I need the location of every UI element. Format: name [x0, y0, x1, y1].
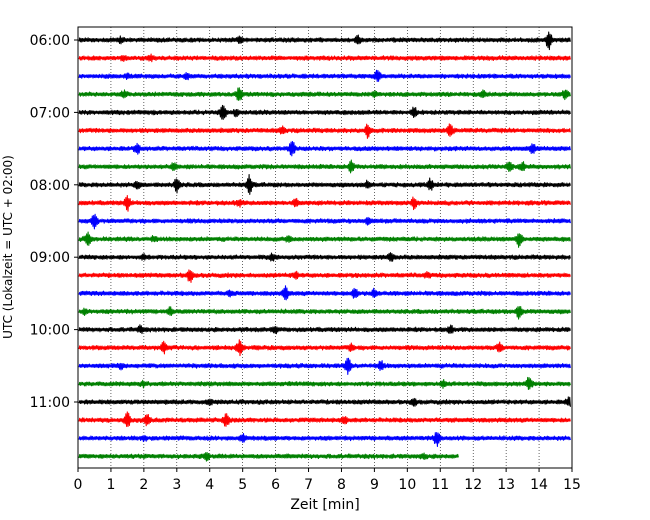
trace-line: [78, 159, 571, 174]
trace-line: [78, 195, 571, 212]
x-tick-label: 0: [74, 477, 83, 493]
x-tick-label: 8: [337, 477, 346, 493]
x-tick-label: 9: [370, 477, 379, 493]
x-axis-title: Zeit [min]: [290, 497, 359, 513]
trace-line: [78, 213, 571, 230]
y-axis-title: UTC (Lokalzeit = UTC + 02:00): [1, 155, 15, 339]
x-tick-label: 3: [172, 477, 181, 493]
y-tick-label: 09:00: [30, 250, 70, 266]
trace-line: [78, 376, 571, 391]
x-tick-label: 15: [563, 477, 581, 493]
trace-line: [78, 53, 571, 63]
x-tick-label: 14: [530, 477, 548, 493]
trace-line: [78, 357, 571, 375]
plot-frame: [77, 26, 573, 469]
trace-line: [78, 432, 571, 448]
trace-line: [78, 306, 571, 320]
x-tick-label: 1: [106, 477, 115, 493]
x-tick-label: 13: [497, 477, 515, 493]
x-axis-ticks: 0 1 2 3 4 5 6 7 8 9 10 11 12 13 14 15: [74, 468, 581, 493]
trace-line: [78, 451, 459, 462]
plot-background: [78, 27, 572, 468]
trace-line: [78, 123, 571, 139]
y-tick-label: 08:00: [30, 178, 70, 194]
trace-line: [78, 231, 571, 248]
x-tick-label: 4: [205, 477, 214, 493]
x-tick-label: 7: [304, 477, 313, 493]
trace-line: [78, 174, 571, 195]
trace-line: [78, 252, 571, 262]
y-axis-ticks: 06:00 07:00 08:00 09:00 10:00 11:00: [30, 33, 78, 411]
y-tick-label: 06:00: [30, 33, 70, 49]
x-tick-label: 12: [464, 477, 482, 493]
trace-line: [78, 339, 571, 357]
y-tick-label: 11:00: [30, 395, 70, 411]
trace-line: [78, 411, 571, 428]
x-tick-label: 2: [139, 477, 148, 493]
y-tick-label: 07:00: [30, 105, 70, 121]
trace-line: [78, 141, 571, 157]
trace-line: [78, 396, 571, 407]
trace-line: [78, 69, 571, 83]
trace-line: [78, 269, 571, 283]
seismic-traces: [78, 31, 571, 462]
trace-line: [78, 31, 571, 51]
x-tick-label: 6: [271, 477, 280, 493]
x-tick-label: 10: [398, 477, 416, 493]
x-tick-label: 5: [238, 477, 247, 493]
trace-line: [78, 87, 571, 101]
trace-line: [78, 324, 571, 335]
trace-line: [78, 285, 571, 301]
y-tick-label: 10:00: [30, 323, 70, 339]
trace-line: [78, 104, 571, 120]
x-tick-label: 11: [431, 477, 449, 493]
